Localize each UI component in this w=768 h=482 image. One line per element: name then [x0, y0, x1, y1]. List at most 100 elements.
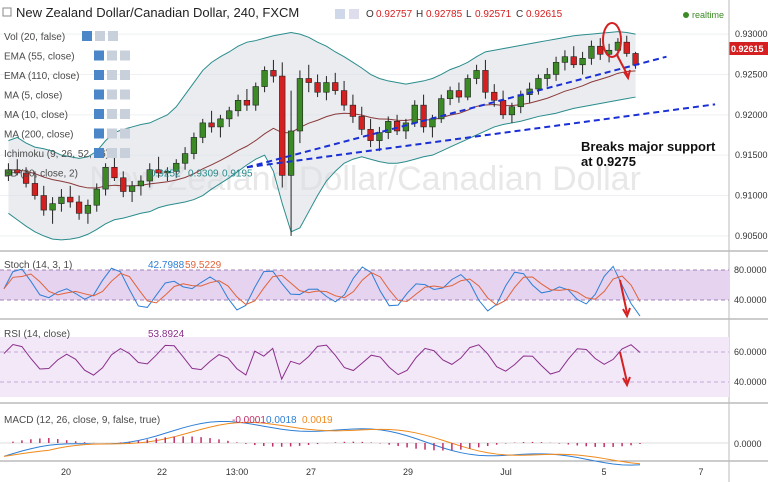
candle-body: [67, 196, 74, 203]
candle-body: [261, 70, 268, 87]
time-tick: 27: [306, 467, 316, 477]
ema-path: [8, 70, 636, 189]
candle-body: [499, 99, 507, 116]
price-badge-value: 0.92615: [731, 44, 764, 54]
settings-icon: [107, 128, 117, 139]
close-icon: [120, 50, 130, 61]
price-tick: 0.92500: [735, 69, 768, 79]
candle-body: [561, 56, 569, 63]
candle-body: [155, 169, 162, 174]
candle-body: [508, 106, 516, 116]
candle-body: [552, 62, 560, 75]
indicator-value: 0.9309: [188, 169, 219, 180]
candle-body: [376, 132, 383, 141]
rsi-line-path: [3, 343, 641, 381]
stoch-band: [0, 270, 729, 300]
settings-icon: [107, 89, 117, 100]
chart-title: New Zealand Dollar/Canadian Dollar, 240,…: [16, 5, 299, 20]
eye-icon: [94, 128, 104, 139]
rsi-tick-40: 40.0000: [734, 377, 767, 387]
indicator-legend: Vol (20, false) EMA (55, close) EMA (110, …: [4, 31, 253, 180]
time-tick: Jul: [500, 467, 512, 477]
candle-body: [84, 204, 92, 214]
close-icon: [120, 70, 130, 80]
trendline: [246, 103, 716, 169]
time-axis: 20 22 13:00 27 29 Jul 5 7: [61, 467, 704, 477]
eye-icon: [94, 70, 104, 80]
candle-body: [287, 130, 295, 176]
candle-body: [491, 91, 498, 101]
candle-body: [31, 183, 39, 196]
macd-value: 0.0018: [266, 415, 297, 426]
indicator-label: Ichimoku (9, 26, 52, 26): [4, 149, 109, 160]
stoch-tick-80: 80.0000: [734, 265, 767, 275]
time-tick: 5: [601, 467, 606, 477]
ohlc-c-key: C: [516, 9, 523, 20]
candle-body: [349, 104, 357, 117]
candle-body: [270, 70, 277, 77]
indicator-label: BB (20, close, 2): [4, 169, 78, 180]
realtime-label: realtime: [692, 10, 724, 20]
header: New Zealand Dollar/Canadian Dollar, 240,…: [2, 5, 724, 20]
candle-body: [570, 56, 577, 66]
ohlc-c-value: 0.92615: [526, 9, 563, 20]
ohlc-l-key: L: [466, 9, 472, 20]
candle-body: [137, 180, 145, 187]
time-tick: 20: [61, 467, 71, 477]
candle-body: [473, 70, 480, 79]
indicator-value: 0.9195: [222, 169, 253, 180]
settings-icon: [107, 148, 117, 158]
candle-body: [597, 45, 604, 55]
candle-body: [420, 104, 427, 128]
price-tick: 0.92000: [735, 110, 768, 120]
annotation-line-2: at 0.9275: [581, 154, 636, 169]
eye-icon: [82, 31, 92, 41]
candle-body: [455, 90, 463, 98]
close-icon: [120, 128, 130, 139]
rsi-tick-60: 60.0000: [734, 347, 767, 357]
eye-icon: [94, 89, 104, 100]
candle-body: [22, 172, 30, 184]
rsi-down-arrow-icon: [619, 351, 628, 383]
ohlc-h-value: 0.92785: [426, 9, 463, 20]
eye-icon: [94, 50, 104, 61]
eye-icon: [94, 148, 104, 158]
macd-signal-value: 0.0019: [302, 415, 333, 426]
candle-body: [588, 45, 595, 59]
ema-line: [8, 70, 636, 189]
candle-body: [314, 82, 321, 93]
candle-body: [75, 201, 83, 214]
settings-icon: [107, 109, 117, 119]
macd-pane: MACD (12, 26, close, 9, false, true) -0.…: [0, 415, 762, 466]
candle-body: [579, 58, 586, 66]
candle-body: [393, 120, 401, 132]
stoch-arrow-head-icon: [622, 307, 631, 319]
candle-body: [296, 78, 304, 132]
candle-body: [49, 203, 56, 211]
candle-body: [623, 41, 630, 54]
time-tick: 13:00: [226, 467, 249, 477]
rsi-pane: RSI (14, close) 53.8924 60.0000 40.0000: [0, 329, 767, 397]
collapse-icon[interactable]: [2, 7, 12, 17]
candle-body: [252, 86, 259, 106]
down-arrow-icon: [616, 54, 629, 77]
stoch-d-value: 59.5229: [185, 260, 222, 271]
indicator-value: 0.9252: [150, 169, 181, 180]
annotation: Breaks major support at 0.9275: [581, 22, 716, 169]
candle-body: [323, 82, 330, 93]
candle-body: [146, 169, 153, 182]
indicator-label: EMA (55, close): [4, 52, 75, 63]
header-settings-icons[interactable]: [335, 9, 359, 19]
price-tick: 0.91500: [735, 150, 768, 160]
candle-body: [102, 166, 109, 190]
candle-body: [164, 171, 171, 174]
candle-body: [340, 90, 348, 106]
stoch-d-line: [3, 272, 641, 306]
ohlc-l-value: 0.92571: [475, 9, 512, 20]
close-icon: [108, 31, 118, 41]
trendlines: [246, 55, 716, 169]
highlight-ellipse: [602, 22, 622, 58]
candle-body: [332, 82, 339, 91]
arrow-head-icon: [623, 69, 631, 81]
time-tick: 29: [403, 467, 413, 477]
